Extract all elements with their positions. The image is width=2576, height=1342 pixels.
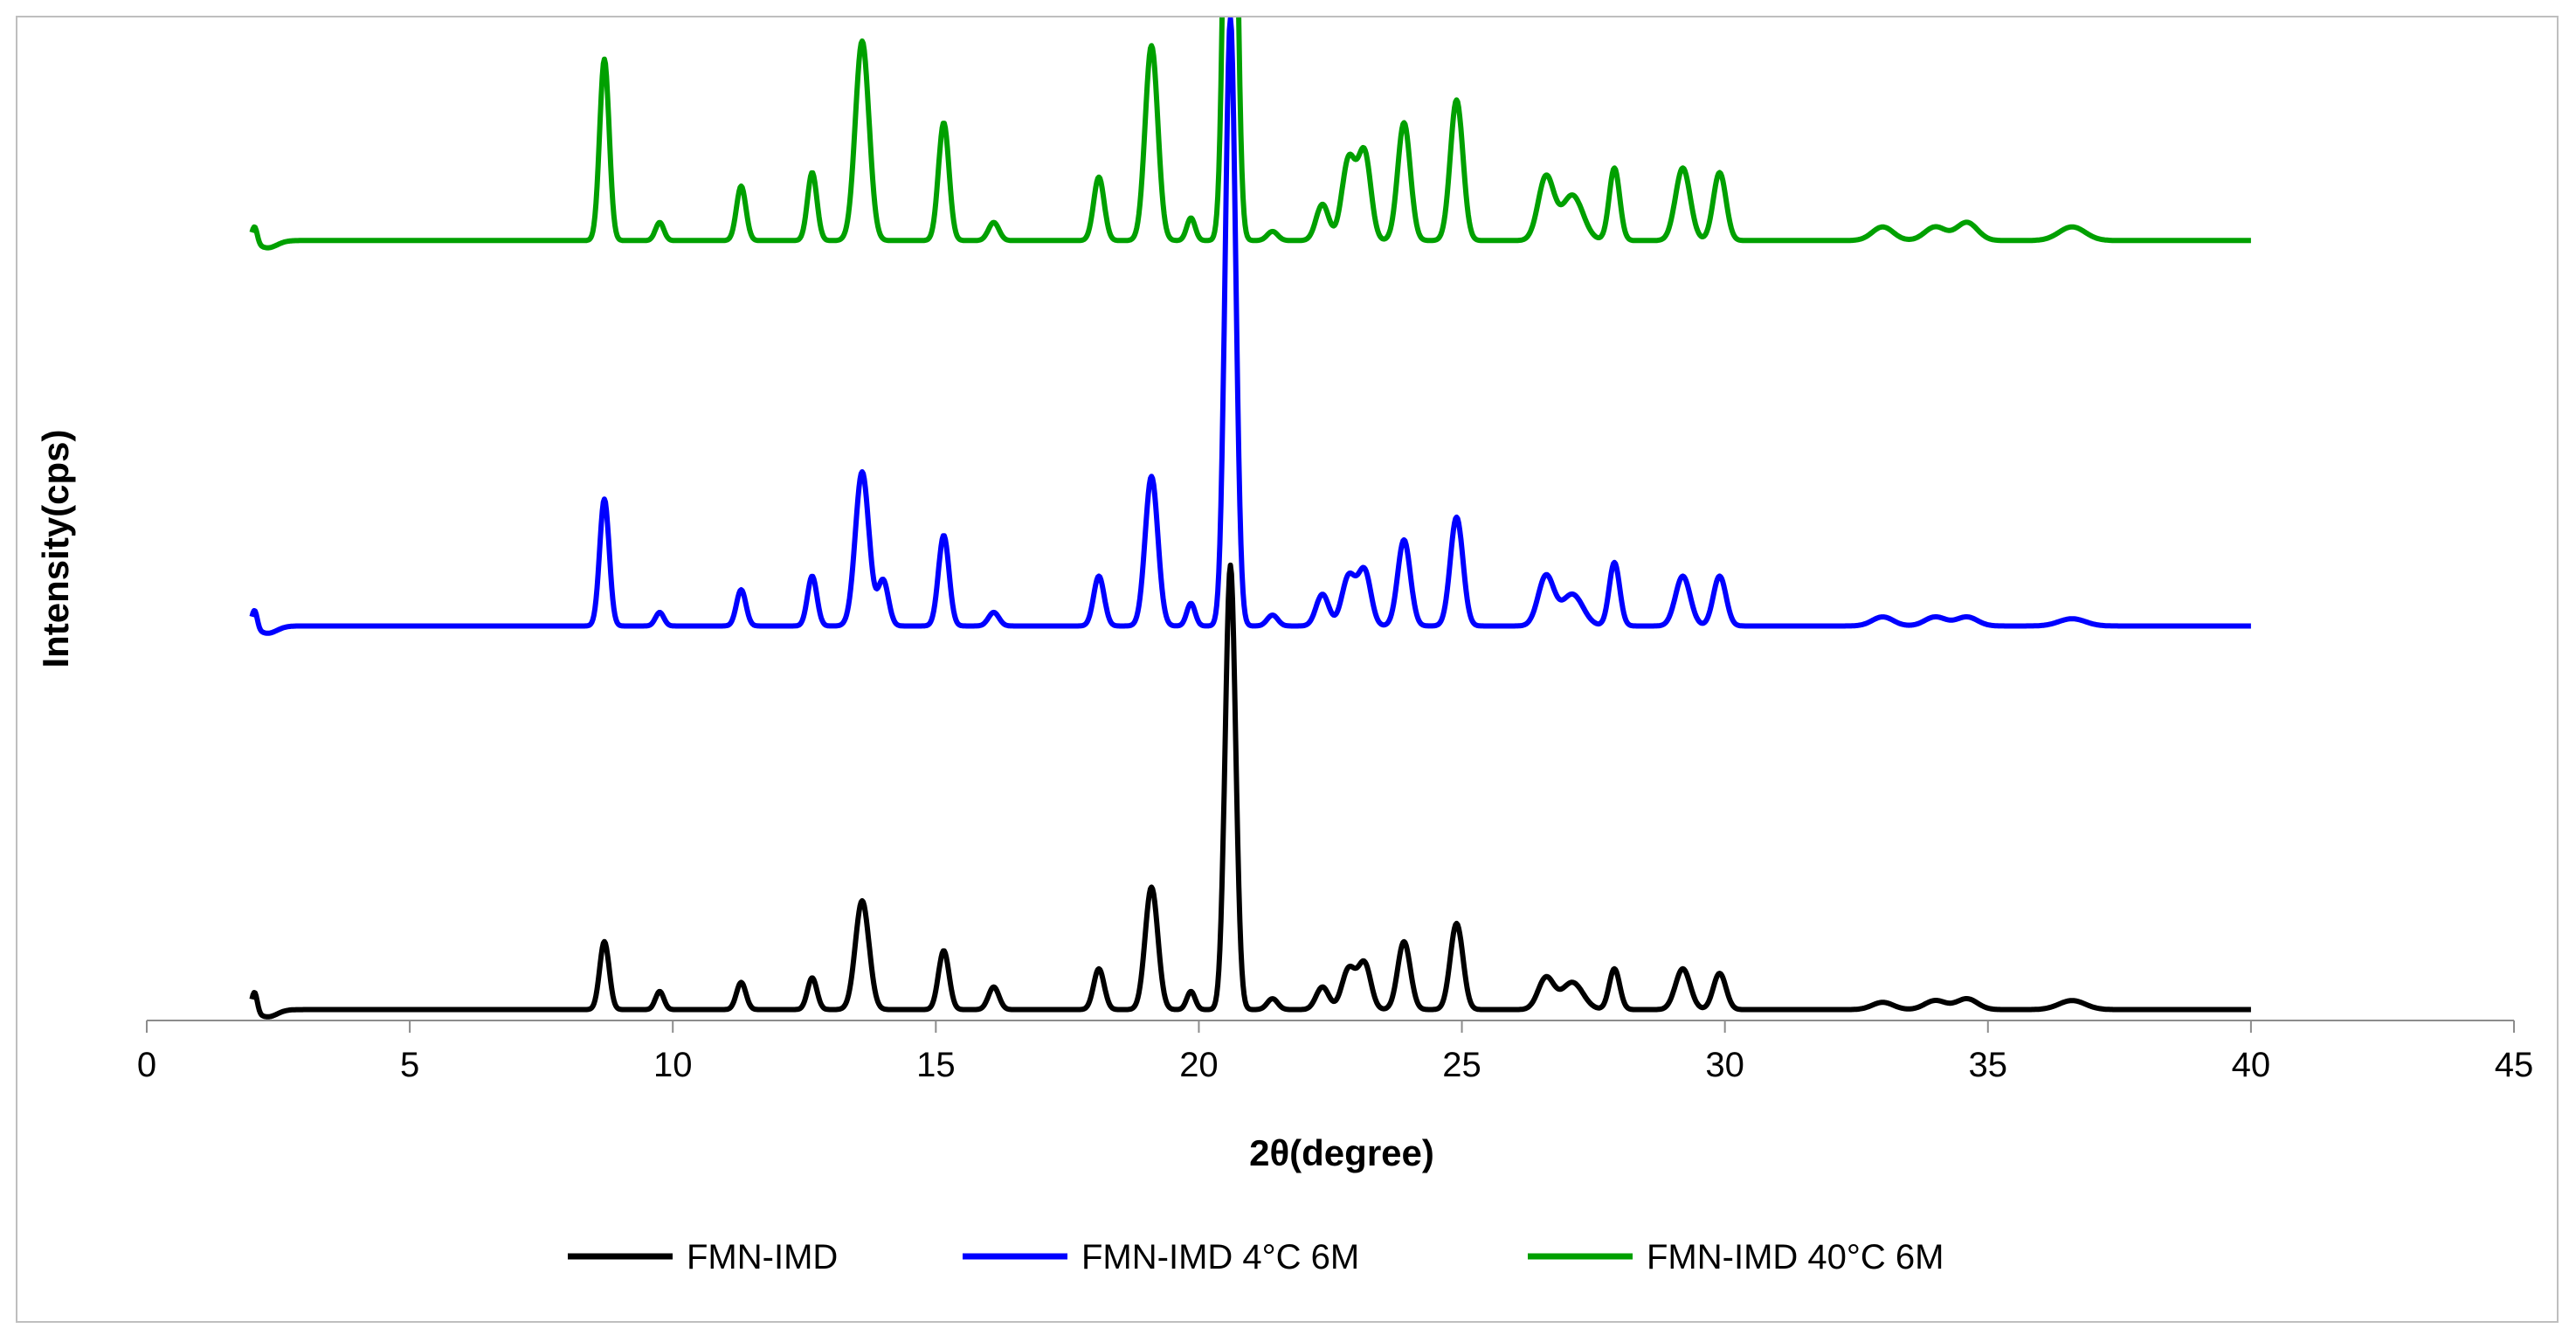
x-tick-label: 40 bbox=[2232, 1046, 2271, 1084]
series-layer bbox=[249, 17, 2253, 1020]
x-axis-ticks: 0 5 10 15 20 25 30 35 40 45 bbox=[137, 1020, 2533, 1084]
legend-label-0: FMN-IMD bbox=[687, 1238, 838, 1276]
x-tick-label: 45 bbox=[2495, 1046, 2534, 1084]
legend: FMN-IMD FMN-IMD 4°C 6M FMN-IMD 40°C 6M bbox=[568, 1238, 1944, 1276]
xrd-chart: 0 5 10 15 20 25 30 35 40 45 Intensity(cps) 2θ(deg… bbox=[35, 17, 2533, 1276]
x-tick-label: 20 bbox=[1179, 1046, 1219, 1084]
legend-label-2: FMN-IMD 40°C 6M bbox=[1647, 1238, 1944, 1276]
x-tick-label: 30 bbox=[1705, 1046, 1744, 1084]
series-line-2 bbox=[249, 17, 2253, 251]
x-tick-label: 15 bbox=[916, 1046, 956, 1084]
x-tick-label: 35 bbox=[1969, 1046, 2008, 1084]
x-tick-label: 25 bbox=[1442, 1046, 1481, 1084]
legend-label-1: FMN-IMD 4°C 6M bbox=[1081, 1238, 1359, 1276]
x-tick-label: 5 bbox=[400, 1046, 419, 1084]
series-line-0 bbox=[249, 562, 2253, 1020]
x-axis-title: 2θ(degree) bbox=[1249, 1132, 1434, 1173]
chart-frame: 0 5 10 15 20 25 30 35 40 45 Intensity(cps) 2θ(deg… bbox=[16, 16, 2559, 1323]
y-axis-title: Intensity(cps) bbox=[35, 429, 76, 668]
x-tick-label: 0 bbox=[137, 1046, 156, 1084]
series-line-1 bbox=[249, 17, 2253, 636]
x-tick-label: 10 bbox=[653, 1046, 693, 1084]
